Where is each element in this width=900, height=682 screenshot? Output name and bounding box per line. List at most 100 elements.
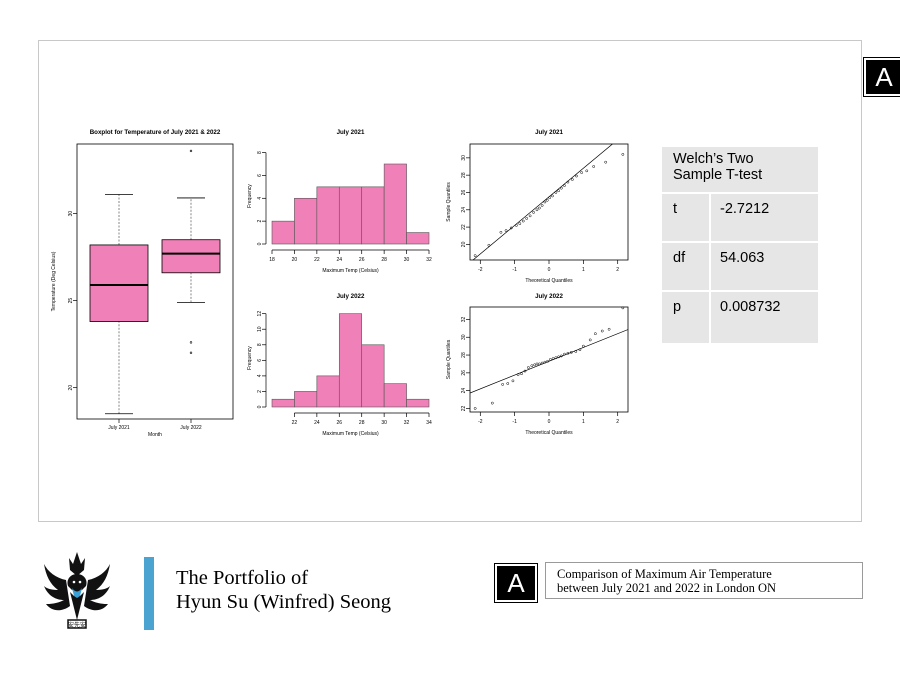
qq-point (551, 194, 554, 198)
section-badge-bottom: A (494, 563, 538, 603)
qq-point (530, 364, 534, 368)
histogram-bar (294, 197, 318, 245)
qq-point (585, 169, 589, 173)
x-tick-label: 18 (269, 257, 275, 263)
x-tick-label: 1 (582, 267, 585, 273)
histogram-bar (406, 398, 430, 408)
x-tick-label: 34 (426, 420, 432, 426)
qq-point (594, 332, 597, 336)
qq-point (557, 189, 560, 193)
x-axis-label: Maximum Temp (Celsius) (322, 431, 379, 437)
box (89, 244, 149, 322)
chart-title: July 2021 (535, 129, 563, 136)
x-tick-label: July 2021 (108, 425, 130, 431)
histogram-bar (361, 186, 385, 245)
histogram-bar (294, 391, 318, 408)
x-tick-label: 0 (548, 267, 551, 273)
portfolio-line2: Hyun Su (Winfred) Seong (176, 591, 391, 613)
qq-point (540, 361, 544, 365)
x-tick-label: 24 (314, 420, 320, 426)
y-tick-label: 12 (257, 311, 263, 317)
figure-caption: Comparison of Maximum Air Temperature be… (545, 562, 863, 599)
x-tick-label: 1 (582, 419, 585, 425)
qq-point (515, 224, 518, 227)
y-tick-label: 28 (461, 352, 467, 358)
qq-point (535, 208, 539, 212)
qq-point (504, 229, 508, 232)
qq-point (575, 174, 578, 178)
ttest-key: t (673, 201, 678, 217)
qq-point (521, 219, 525, 223)
qq-point (487, 243, 491, 247)
qq-point (569, 351, 573, 354)
qq-point (549, 358, 552, 361)
qq-point (580, 171, 583, 174)
ttest-key: df (673, 250, 686, 266)
qq-point (581, 344, 585, 348)
x-axis-label: Theoretical Quantiles (525, 278, 573, 284)
x-tick-label: -1 (512, 419, 517, 425)
ttest-table: Welch’s Two Sample T-test t -2.7212 df 5… (662, 147, 818, 343)
x-tick-label: 20 (292, 257, 298, 263)
histogram-bar (316, 375, 340, 408)
chart-title: July 2021 (337, 129, 365, 136)
plot-frame (76, 143, 234, 420)
y-tick-label: 2 (257, 390, 263, 393)
y-axis-label: Frequency (247, 346, 253, 370)
qq-point (528, 214, 532, 218)
qq-point (578, 348, 582, 352)
qq-point (501, 383, 504, 386)
qq-point (554, 191, 558, 194)
qq-point (473, 407, 477, 410)
y-tick-label: 32 (461, 316, 467, 322)
y-tick-label: 30 (461, 155, 467, 161)
histogram-bar (338, 186, 363, 245)
y-tick-label: 24 (461, 207, 467, 213)
qq-reference-line (470, 329, 628, 394)
qq-point (548, 196, 552, 200)
x-tick-label: 2 (616, 267, 619, 273)
qq-point (563, 184, 566, 187)
qq-point (574, 350, 578, 353)
qq-point (621, 153, 625, 156)
qq-point (543, 200, 547, 204)
x-tick-label: 22 (292, 420, 298, 426)
y-tick-label: 0 (257, 242, 263, 245)
ttest-row-df: df 54.063 (662, 243, 818, 292)
x-tick-label: 24 (337, 257, 343, 263)
qq-point (533, 363, 536, 367)
caption-line2: between July 2021 and 2022 in London ON (557, 581, 777, 595)
qq-point (516, 373, 520, 376)
qq-point (473, 254, 477, 258)
x-tick-label: 26 (337, 420, 343, 426)
accent-bar (144, 557, 154, 630)
logo-text: 安先安 (68, 621, 86, 629)
qq-point (592, 165, 596, 168)
qq-point (563, 352, 566, 356)
ttest-row-t: t -2.7212 (662, 194, 818, 243)
histogram-bar (271, 398, 295, 408)
qq-point (554, 356, 558, 360)
qq-point (560, 186, 563, 190)
qq-point (600, 329, 604, 333)
y-tick-label: 30 (68, 211, 74, 217)
ttest-title-line2: Sample T-test (673, 167, 763, 183)
y-tick-label: 20 (68, 385, 74, 391)
y-tick-label: 6 (257, 359, 263, 362)
box (161, 239, 221, 274)
x-tick-label: -2 (478, 419, 483, 425)
y-tick-label: 8 (257, 151, 263, 154)
y-tick-label: 10 (257, 326, 263, 332)
histogram-bar (338, 313, 363, 408)
y-tick-label: 25 (68, 298, 74, 304)
qq-point (518, 222, 522, 225)
y-tick-label: 2 (257, 220, 263, 223)
qq-point (557, 355, 560, 359)
x-axis-label: Maximum Temp (Celsius) (322, 268, 379, 274)
qq-point (499, 230, 503, 234)
x-tick-label: -1 (512, 267, 517, 273)
y-tick-label: 22 (461, 224, 467, 230)
qq-point (571, 178, 574, 181)
y-tick-label: 26 (461, 370, 467, 376)
qq-point (546, 359, 549, 363)
